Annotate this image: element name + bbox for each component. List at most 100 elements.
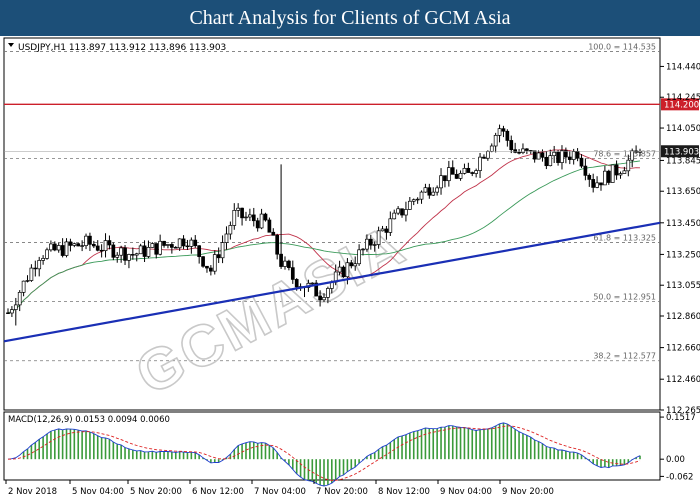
candle-body-23 (95, 245, 100, 251)
candle-body-150 (591, 179, 596, 188)
candle-body-45 (181, 238, 186, 247)
candle-8 (37, 256, 42, 277)
candle-55 (220, 235, 225, 264)
candle-109 (431, 187, 436, 196)
candle-118 (466, 162, 471, 173)
candle-107 (423, 183, 428, 193)
candle-body-131 (517, 152, 521, 154)
candle-85 (337, 260, 342, 276)
candle-body-115 (454, 173, 459, 179)
candle-113 (446, 160, 451, 187)
candle-body-60 (240, 207, 244, 219)
candle-16 (68, 238, 73, 252)
candle-body-97 (384, 228, 389, 233)
candle-21 (88, 232, 92, 251)
candle-body-74 (294, 279, 299, 288)
candle-92 (365, 234, 369, 252)
candle-body-123 (486, 151, 490, 159)
candle-body-5 (25, 280, 30, 282)
candle-50 (201, 256, 205, 268)
candle-51 (205, 265, 209, 273)
candle-body-161 (634, 150, 638, 153)
candle-body-142 (560, 150, 564, 163)
candle-body-59 (236, 207, 241, 211)
candle-body-66 (263, 213, 268, 221)
candle-54 (216, 247, 221, 264)
candle-body-38 (154, 243, 159, 255)
candle-147 (579, 154, 584, 168)
candle-5 (25, 275, 30, 283)
candle-body-68 (271, 231, 276, 236)
candle-body-46 (185, 245, 190, 248)
candle-18 (76, 242, 81, 247)
candle-127 (501, 125, 506, 138)
price-tick-label-4: 113.650 (666, 187, 700, 197)
candle-body-155 (610, 164, 615, 183)
candle-body-88 (349, 262, 354, 267)
candle-body-156 (614, 164, 619, 176)
candle-100 (396, 206, 400, 216)
candle-23 (95, 240, 100, 252)
candle-72 (287, 259, 291, 271)
candle-body-102 (404, 209, 408, 216)
candle-6 (29, 264, 34, 282)
price-tick-label-1: 114.245 (666, 93, 700, 103)
candle-body-26 (107, 240, 112, 246)
candle-body-86 (341, 266, 346, 278)
candle-body-13 (56, 245, 61, 251)
candle-144 (567, 150, 572, 165)
candle-body-101 (400, 208, 404, 216)
macd-tick-label-1: 0.00 (666, 455, 685, 465)
candle-3 (17, 290, 22, 312)
candle-60 (240, 207, 244, 226)
candle-120 (474, 168, 478, 178)
candle-body-19 (80, 245, 84, 247)
price-axis: 114.440 114.245 114.050 113.845 113.650 113.4… (660, 62, 700, 416)
candle-body-31 (127, 254, 131, 261)
price-tick-label-11: 112.265 (666, 406, 700, 416)
candle-body-137 (540, 152, 545, 158)
candlesticks (6, 124, 642, 326)
candle-117 (462, 163, 467, 175)
candle-1 (10, 306, 14, 318)
candle-body-118 (466, 167, 471, 173)
price-tick-label-9: 112.660 (666, 344, 700, 354)
candle-12 (52, 241, 57, 252)
candle-151 (595, 176, 599, 189)
candle-body-128 (505, 130, 510, 141)
support-resistance-lines: 114.200 113.903 (3, 98, 699, 343)
candle-32 (130, 247, 135, 260)
macd-pane: MACD(12,26,9) 0.0153 0.0094 0.0060 0.1517… (7, 413, 696, 487)
candle-93 (368, 234, 373, 250)
price-chart: 100.0 = 114.535 78.6 = 113.857 61.8 = 113.… (3, 37, 700, 497)
candle-138 (544, 151, 549, 170)
candle-106 (419, 190, 424, 204)
candle-body-15 (64, 241, 69, 256)
candle-body-120 (474, 170, 478, 174)
candle-body-73 (290, 267, 295, 280)
candle-68 (271, 228, 276, 236)
candle-11 (49, 240, 53, 252)
candle-43 (173, 246, 178, 249)
candle-14 (60, 238, 65, 258)
candle-body-103 (407, 200, 412, 210)
candle-body-114 (450, 167, 455, 175)
candle-160 (630, 148, 635, 168)
price-tick-label-0: 114.440 (666, 62, 700, 72)
symbol-dropdown-icon[interactable] (8, 43, 14, 47)
candle-0 (6, 308, 10, 315)
candle-body-18 (76, 243, 81, 247)
candle-53 (212, 250, 217, 275)
time-tick-label-0: 2 Nov 2018 (8, 487, 57, 497)
candle-105 (415, 197, 420, 204)
candle-body-33 (134, 253, 139, 256)
candle-126 (497, 124, 502, 143)
candle-63 (251, 207, 256, 227)
candle-91 (361, 248, 365, 256)
candle-79 (314, 279, 319, 297)
candle-body-138 (544, 156, 549, 167)
candle-22 (91, 240, 96, 249)
candle-44 (177, 238, 182, 251)
candle-114 (450, 160, 455, 175)
candle-body-39 (158, 240, 162, 255)
